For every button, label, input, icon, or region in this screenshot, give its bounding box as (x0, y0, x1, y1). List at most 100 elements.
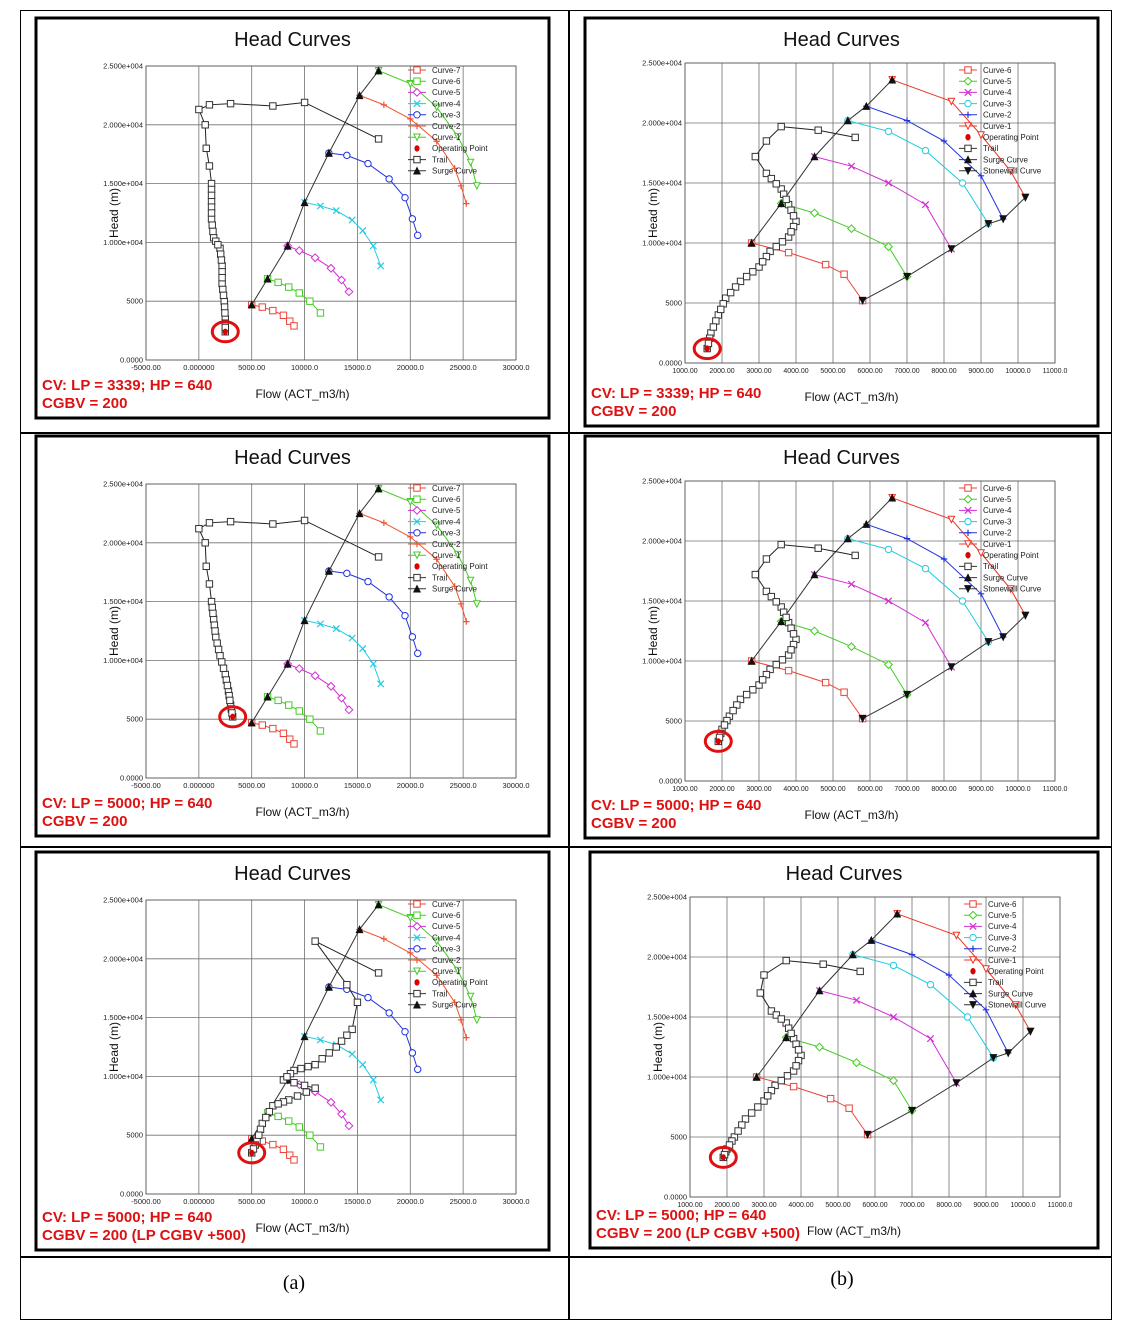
point-trail (213, 639, 221, 647)
annotation-line-2: CGBV = 200 (LP CGBV +500) (596, 1225, 800, 1242)
point-curve-6 (821, 260, 830, 269)
x-tick-label: 11000.0 (1043, 368, 1068, 375)
point-curve-1 (1011, 1001, 1020, 1010)
x-tick-label: 15000.0 (344, 363, 371, 372)
point-trail (343, 980, 351, 989)
point-trail (374, 969, 383, 977)
point-surge-curve (810, 570, 819, 579)
point-surge-curve (374, 900, 383, 909)
series-line-surge-curve (756, 913, 898, 1078)
row-divider (20, 432, 1112, 434)
point-curve-6 (295, 289, 303, 297)
point-curve-1 (453, 966, 462, 975)
x-axis-label: Flow (ACT_m3/h) (255, 387, 349, 401)
y-tick-label: 5000 (126, 715, 143, 724)
point-trail (789, 212, 798, 220)
x-tick-label: 10000.0 (1010, 1202, 1035, 1209)
point-trail (219, 664, 228, 672)
point-curve-7 (290, 740, 298, 748)
point-trail (751, 152, 759, 161)
y-axis-label: Head (m) (107, 606, 121, 656)
x-tick-label: 9000.00 (973, 1202, 998, 1209)
point-curve-1 (947, 515, 956, 524)
point-curve-7 (269, 306, 277, 315)
legend-label-surge-curve: Surge Curve (432, 1001, 477, 1010)
point-trail (760, 971, 768, 979)
point-curve-6 (316, 309, 325, 317)
y-tick-label: 1.500e+004 (642, 597, 682, 606)
point-curve-6 (316, 1143, 325, 1151)
point-trail (311, 1060, 319, 1069)
point-curve-5 (814, 1042, 825, 1052)
point-curve-5 (846, 224, 857, 234)
point-stonewall-curve (1026, 1027, 1035, 1036)
point-surge-curve (355, 509, 364, 518)
y-tick-label: 0.0000 (120, 774, 143, 783)
point-stonewall-curve (858, 296, 867, 305)
point-curve-4 (852, 996, 861, 1004)
operating-point (249, 1149, 255, 1157)
y-tick-label: 2.500e+004 (647, 893, 687, 902)
annotation-line-2: CGBV = 200 (42, 395, 127, 412)
point-curve-6 (274, 1112, 282, 1121)
point-trail (300, 1081, 309, 1090)
point-trail (720, 721, 729, 729)
point-curve-5 (888, 1076, 899, 1086)
legend-label-operating-point: Operating Point (432, 978, 488, 987)
x-tick-label: 15000.0 (344, 781, 371, 790)
point-trail (343, 1031, 351, 1039)
y-axis-label: Head (m) (651, 1022, 665, 1072)
point-trail (226, 696, 234, 705)
point-trail (782, 195, 790, 204)
point-curve-4 (377, 1096, 385, 1104)
legend: Curve-6 Curve-5 Curve-4 Curve-3 Curve-2 Curve… (964, 900, 1047, 1010)
x-tick-label: 5000.00 (238, 1197, 265, 1206)
point-curve-3 (364, 577, 372, 586)
point-curve-6 (285, 283, 293, 291)
legend-label-trail: Trail (988, 978, 1003, 987)
y-tick-label: 2.000e+004 (103, 538, 143, 547)
point-curve-4 (847, 162, 856, 170)
point-trail (209, 227, 217, 236)
point-trail (756, 989, 764, 997)
operating-point (230, 713, 236, 721)
legend-marker-trail (964, 562, 972, 571)
legend-label-stonewall-curve: Stonewall Curve (988, 1001, 1047, 1010)
column-divider (568, 10, 570, 1320)
point-curve-2 (463, 1034, 470, 1041)
annotation-line-1: CV: LP = 5000; HP = 640 (42, 1209, 212, 1226)
y-tick-label: 1.000e+004 (103, 1072, 143, 1081)
point-curve-4 (847, 580, 856, 588)
point-trail (738, 1121, 746, 1129)
legend-marker-curve-2 (413, 122, 421, 130)
point-curve-1 (453, 550, 462, 559)
legend-marker-trail (969, 978, 977, 987)
point-curve-5 (809, 626, 820, 636)
x-tick-label: -5000.00 (131, 781, 161, 790)
point-stonewall-curve (907, 1106, 917, 1115)
operating-point (720, 1154, 726, 1161)
point-trail (751, 570, 759, 579)
x-tick-label: 5000.00 (238, 363, 265, 372)
point-trail (762, 555, 771, 563)
point-curve-1 (952, 931, 961, 940)
point-surge-curve (848, 950, 857, 959)
legend-marker-curve-6 (413, 495, 421, 503)
legend-label-curve-6: Curve-6 (432, 495, 461, 504)
point-trail (814, 544, 822, 552)
plot-area-border (145, 65, 517, 361)
point-curve-6 (306, 715, 314, 723)
point-curve-1 (466, 576, 475, 585)
legend-label-trail: Trail (432, 989, 447, 998)
point-trail (209, 609, 217, 618)
legend-marker-trail (964, 144, 972, 153)
point-curve-2 (977, 590, 985, 597)
point-trail (762, 137, 771, 145)
x-tick-label: 6000.00 (857, 368, 882, 375)
point-curve-6 (784, 248, 793, 257)
x-tick-label: 0.000000 (183, 363, 214, 372)
point-curve-6 (306, 1131, 314, 1139)
legend-label-curve-2: Curve-2 (983, 111, 1012, 120)
x-tick-label: 7000.00 (894, 368, 919, 375)
